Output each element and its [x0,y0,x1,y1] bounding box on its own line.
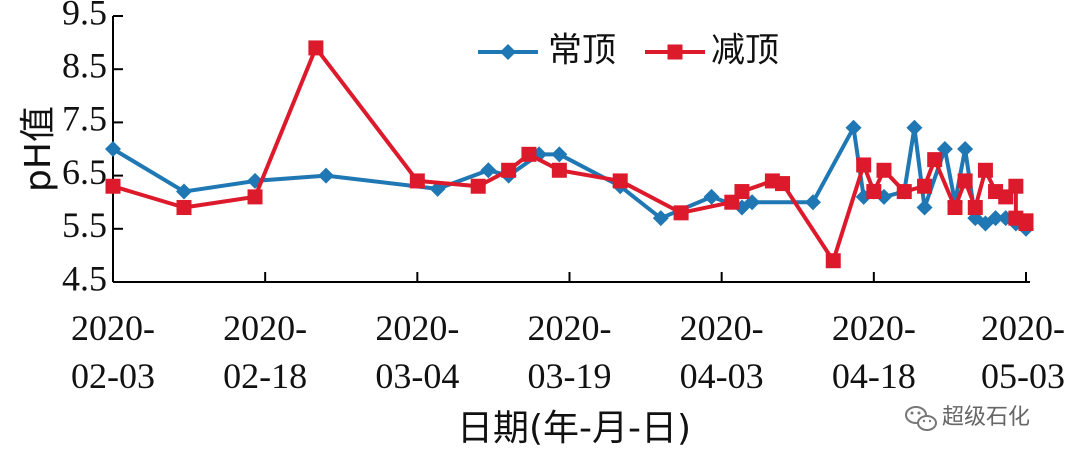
series-group [105,40,1034,269]
data-point [987,210,1004,227]
x-tick-label-date: 03-19 [528,356,612,396]
x-tick-label-year: 2020- [375,308,459,348]
series-jianding [105,40,1034,269]
data-point [957,173,973,189]
x-tick-label-date: 04-03 [680,356,764,396]
y-tick-label: 5.5 [62,205,107,245]
legend-label: 减顶 [711,31,779,71]
data-point [977,162,993,178]
legend: 常顶 减顶 [478,31,779,71]
data-point [318,167,335,184]
series-line [112,45,1028,263]
data-point [947,200,963,216]
legend-item: 减顶 [645,31,779,71]
watermark-text: 超级石化 [942,405,1030,430]
data-point [917,178,933,194]
x-tick-label-date: 03-04 [375,356,459,396]
series-changding [105,119,1034,237]
x-tick-label-date: 02-03 [71,356,155,396]
data-point [1018,215,1034,231]
y-tick-label: 8.5 [62,45,107,85]
y-tick-label: 9.5 [62,0,107,32]
data-point [470,178,486,194]
x-tick-label-year: 2020- [71,308,155,348]
data-point [734,184,750,200]
data-point [927,152,943,168]
x-axis-title: 日期(年-月-日) [457,408,691,449]
data-point [480,162,497,179]
data-point [247,189,263,205]
x-tick-label-date: 05-03 [981,356,1065,396]
data-point [105,141,121,157]
data-point [652,210,669,227]
data-point [967,200,983,216]
data-point [804,194,821,211]
legend-label: 常顶 [548,31,616,71]
x-tick-label-date: 02-18 [223,356,307,396]
data-point [856,157,872,173]
data-point [916,199,933,216]
data-point [501,162,517,178]
legend-swatch-marker [500,44,516,60]
x-tick-label-year: 2020- [528,308,612,348]
x-tick-label-date: 04-18 [832,356,916,396]
data-point [906,119,923,136]
data-point [775,176,791,192]
legend-item: 常顶 [478,31,616,71]
data-point [876,162,892,178]
data-point [551,146,568,163]
data-point [866,184,882,200]
data-point [673,205,689,221]
y-axis-title: pH值 [18,106,59,192]
data-point [703,188,720,205]
y-tick-label: 4.5 [62,258,107,298]
data-point [521,146,537,162]
data-point [105,178,121,194]
x-tick-label-year: 2020- [223,308,307,348]
data-point [957,141,974,157]
x-tick-label-year: 2020- [981,308,1065,348]
x-tick-label-year: 2020- [680,308,764,348]
data-point [1008,178,1024,194]
data-point [845,119,862,136]
data-point [176,200,192,216]
data-point [176,183,193,200]
x-tick-label-year: 2020- [832,308,916,348]
x-ticks-group: 2020- 02-03 2020- 02-18 2020- 03-04 2020- 03-19… [71,272,1065,396]
data-point [551,162,567,178]
data-point [896,184,912,200]
watermark: 超级石化 [905,405,1030,431]
wechat-icon [905,406,937,431]
y-tick-label: 7.5 [62,99,107,139]
data-point [308,40,324,56]
data-point [409,173,425,189]
data-point [612,173,628,189]
data-point [825,253,841,269]
y-tick-label: 6.5 [62,152,107,192]
legend-swatch-marker [667,44,683,60]
y-ticks-group: 9.5 8.5 7.5 6.5 5.5 4.5 [62,0,123,298]
